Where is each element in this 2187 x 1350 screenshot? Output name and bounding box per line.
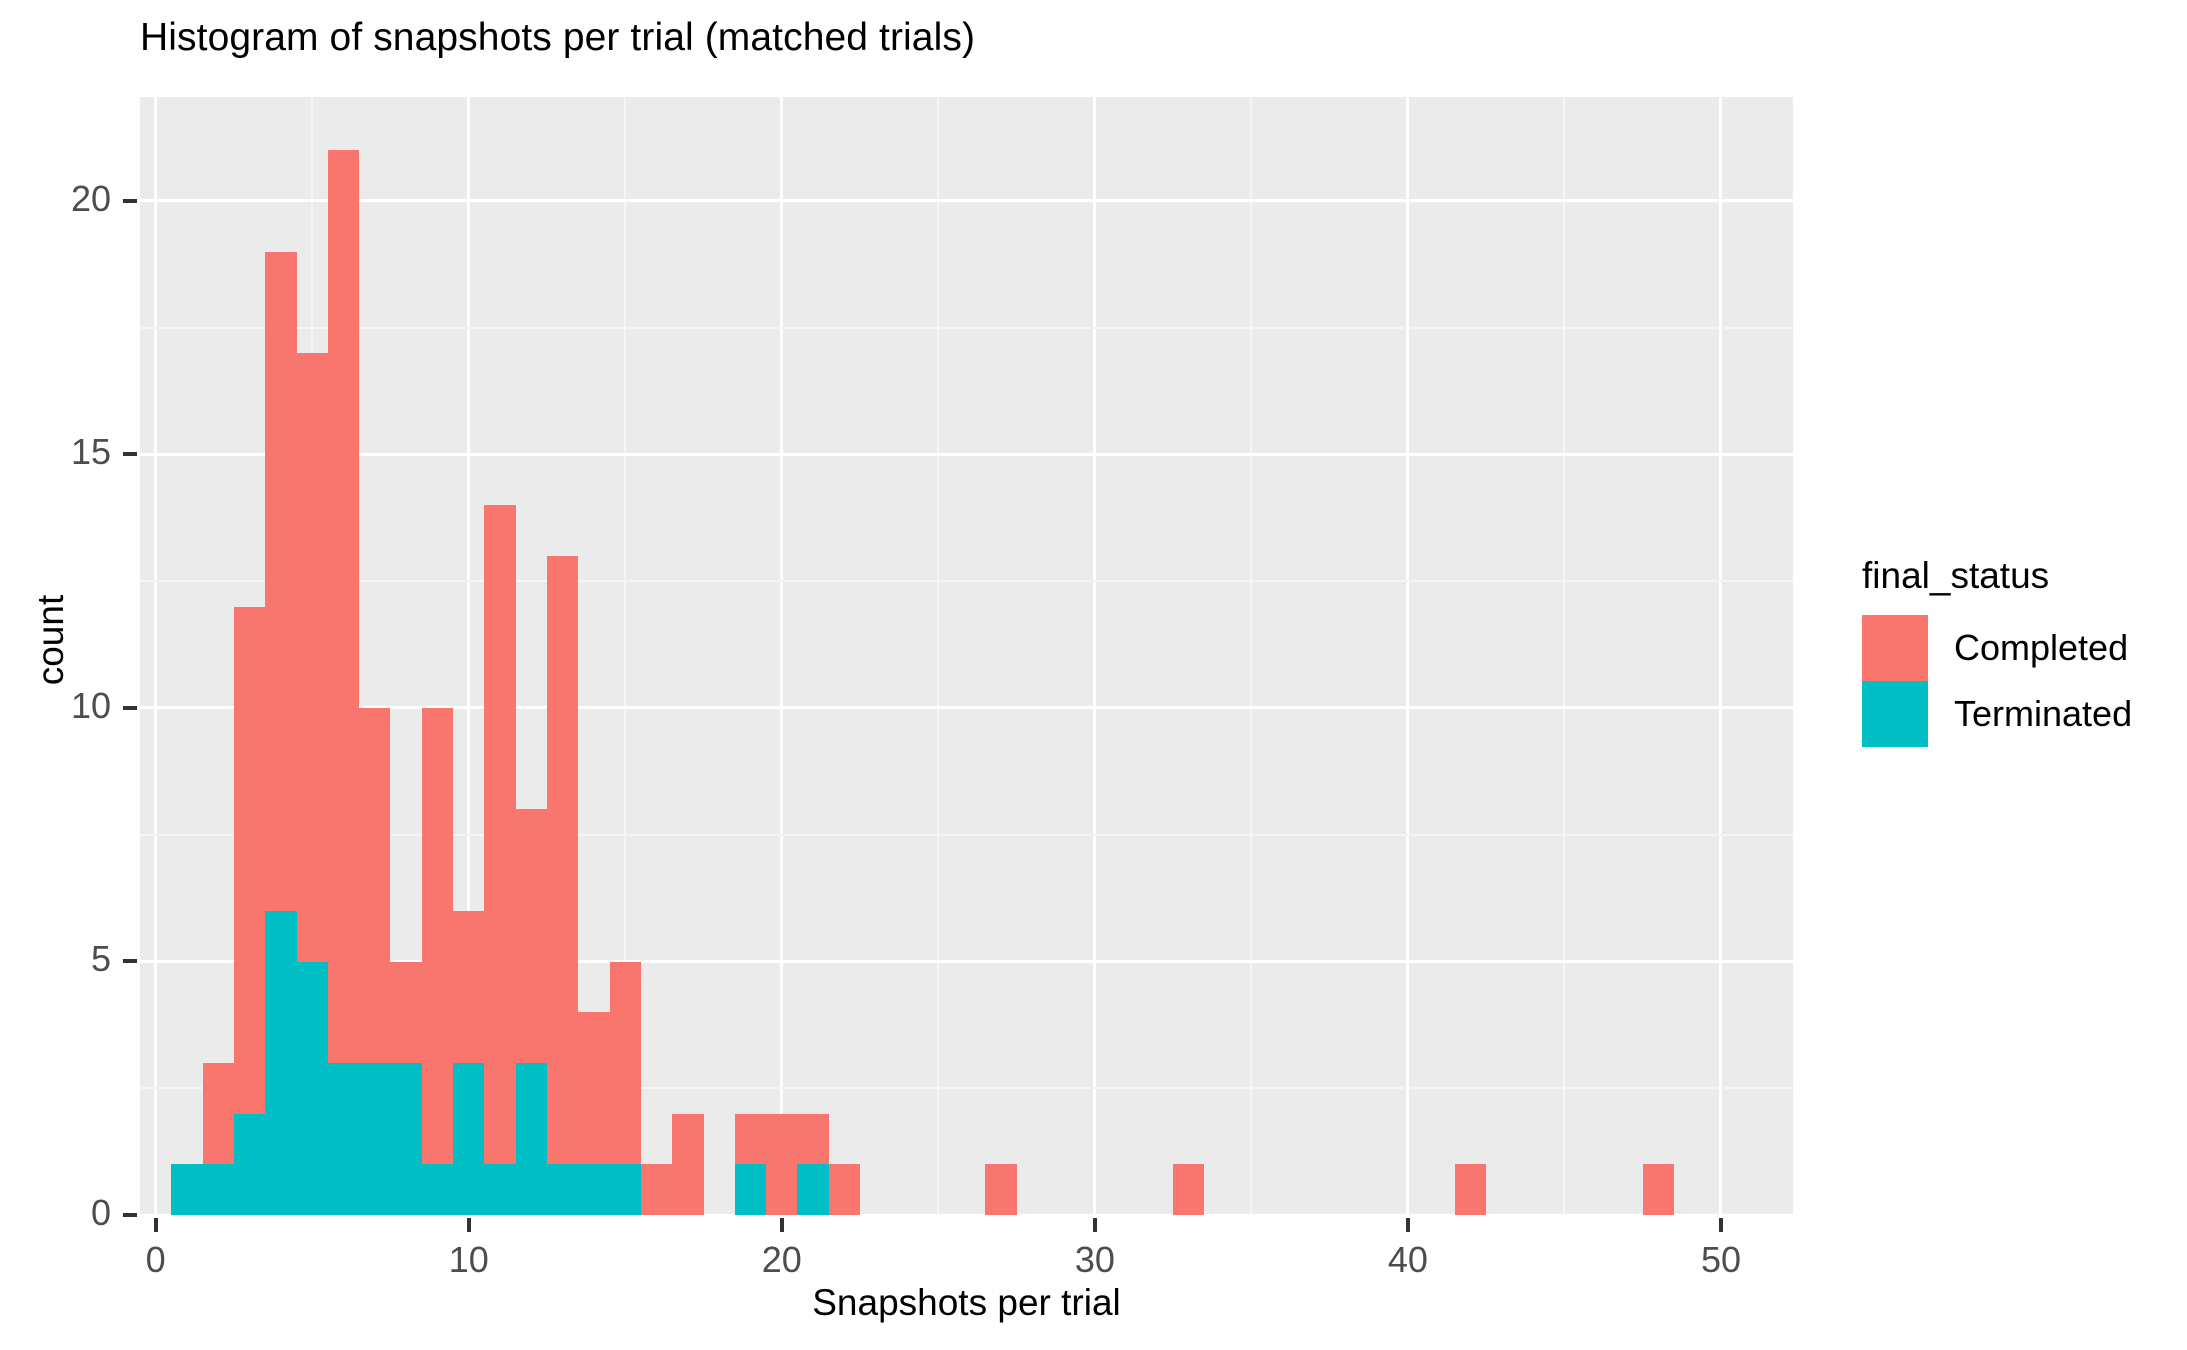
x-tick-mark (1092, 1218, 1097, 1232)
histogram-bar-segment (578, 1012, 610, 1165)
histogram-bar-segment (359, 708, 391, 1063)
x-tick-mark (779, 1218, 784, 1232)
legend-item-label: Completed (1954, 627, 2129, 668)
histogram-bar-segment (171, 1164, 203, 1215)
histogram-bar-segment (202, 1062, 234, 1165)
gridline-x-major (467, 97, 471, 1215)
gridline-y-minor (140, 580, 1793, 583)
gridline-x-major (780, 97, 784, 1215)
gridline-x-minor (1563, 97, 1566, 1215)
histogram-bar-segment (546, 1164, 579, 1215)
histogram-bar-segment (421, 1164, 454, 1215)
x-tick-mark (1405, 1218, 1410, 1232)
histogram-bar-segment (390, 961, 422, 1063)
y-tick-label: 15 (70, 431, 111, 473)
y-tick-mark (123, 1213, 137, 1217)
gridline-x-minor (937, 97, 940, 1215)
page-title: Histogram of snapshots per trial (matche… (140, 16, 976, 59)
legend: final_status Completed Terminated (1862, 555, 2132, 747)
x-tick-label: 10 (448, 1239, 489, 1280)
gridline-x-minor (624, 97, 627, 1215)
histogram-bar-segment (609, 1164, 641, 1215)
histogram-bar-segment (985, 1164, 1017, 1215)
gridline-x-minor (1250, 97, 1253, 1215)
x-tick-label: 0 (145, 1239, 166, 1280)
histogram-bar-segment (515, 1062, 547, 1215)
x-tick-label: 20 (761, 1239, 802, 1280)
y-tick-mark (123, 452, 137, 457)
histogram-bar-segment (640, 1164, 673, 1215)
histogram-bar-segment (390, 1062, 422, 1215)
x-axis-title: Snapshots per trial (812, 1282, 1121, 1323)
histogram-bar-segment (359, 1062, 391, 1215)
gridline-y-minor (140, 833, 1793, 836)
x-tick-label: 50 (1700, 1239, 1741, 1280)
legend-item-terminated[interactable]: Terminated (1862, 681, 2132, 747)
histogram-bar-segment (734, 1113, 767, 1165)
legend-item-completed[interactable]: Completed (1862, 615, 2132, 681)
y-tick-mark (123, 705, 137, 710)
histogram-bar-segment (797, 1113, 829, 1165)
histogram-bar-segment (327, 150, 360, 1063)
gridline-x-major (1406, 97, 1410, 1215)
histogram-bar-segment (265, 910, 297, 1215)
histogram-bar-segment (296, 353, 328, 962)
histogram-bar-segment (1173, 1164, 1205, 1215)
histogram-bar-segment (484, 1164, 516, 1215)
y-tick-label: 5 (90, 938, 111, 980)
y-tick-label: 20 (70, 177, 111, 219)
gridline-y-major (140, 1213, 1793, 1215)
histogram-bar-segment (609, 961, 641, 1165)
histogram-bar-segment (766, 1113, 798, 1215)
gridline-y-minor (140, 326, 1793, 329)
histogram-bar-segment (797, 1164, 829, 1215)
gridline-y-major (140, 706, 1793, 710)
histogram-bar-segment (734, 1164, 767, 1215)
gridline-y-major (140, 199, 1793, 203)
histogram-bar-segment (453, 910, 485, 1063)
x-tick-mark (466, 1218, 471, 1232)
gridline-y-major (140, 959, 1793, 963)
legend-swatch-icon (1862, 615, 1928, 681)
legend-swatch-icon (1862, 681, 1928, 747)
histogram-bar-segment (233, 1113, 266, 1215)
histogram-bar-segment (327, 1062, 360, 1215)
x-tick-mark (1718, 1218, 1723, 1232)
histogram-bar-segment (421, 708, 454, 1165)
histogram-bar-segment (296, 961, 328, 1215)
x-tick-mark (153, 1218, 158, 1232)
histogram-bar-segment (546, 555, 579, 1165)
y-tick-mark (123, 198, 137, 203)
histogram-bar-segment (233, 606, 266, 1114)
histogram-bar-segment (1642, 1164, 1675, 1215)
plot-panel (140, 97, 1793, 1215)
gridline-x-major (154, 97, 158, 1215)
gridline-x-major (1093, 97, 1097, 1215)
histogram-bar-segment (453, 1062, 485, 1215)
histogram-bar-segment (578, 1164, 610, 1215)
histogram-bar-segment (515, 809, 547, 1063)
histogram-bar-segment (484, 505, 516, 1165)
histogram-bar-segment (265, 251, 297, 911)
gridline-y-major (140, 452, 1793, 456)
gridline-y-minor (140, 1087, 1793, 1090)
gridline-x-major (1719, 97, 1723, 1215)
legend-title: final_status (1862, 555, 2050, 596)
x-tick-label: 30 (1074, 1239, 1115, 1280)
histogram-bar-segment (1454, 1164, 1487, 1215)
y-tick-label: 0 (90, 1192, 111, 1233)
histogram-bar-segment (202, 1164, 234, 1215)
y-tick-label: 10 (70, 684, 111, 726)
histogram-bar-segment (828, 1164, 861, 1215)
legend-item-label: Terminated (1954, 693, 2133, 734)
histogram-bar-segment (672, 1113, 704, 1215)
legend-items: Completed Terminated (1862, 615, 2132, 747)
x-tick-label: 40 (1387, 1239, 1428, 1280)
y-tick-mark (123, 959, 137, 964)
